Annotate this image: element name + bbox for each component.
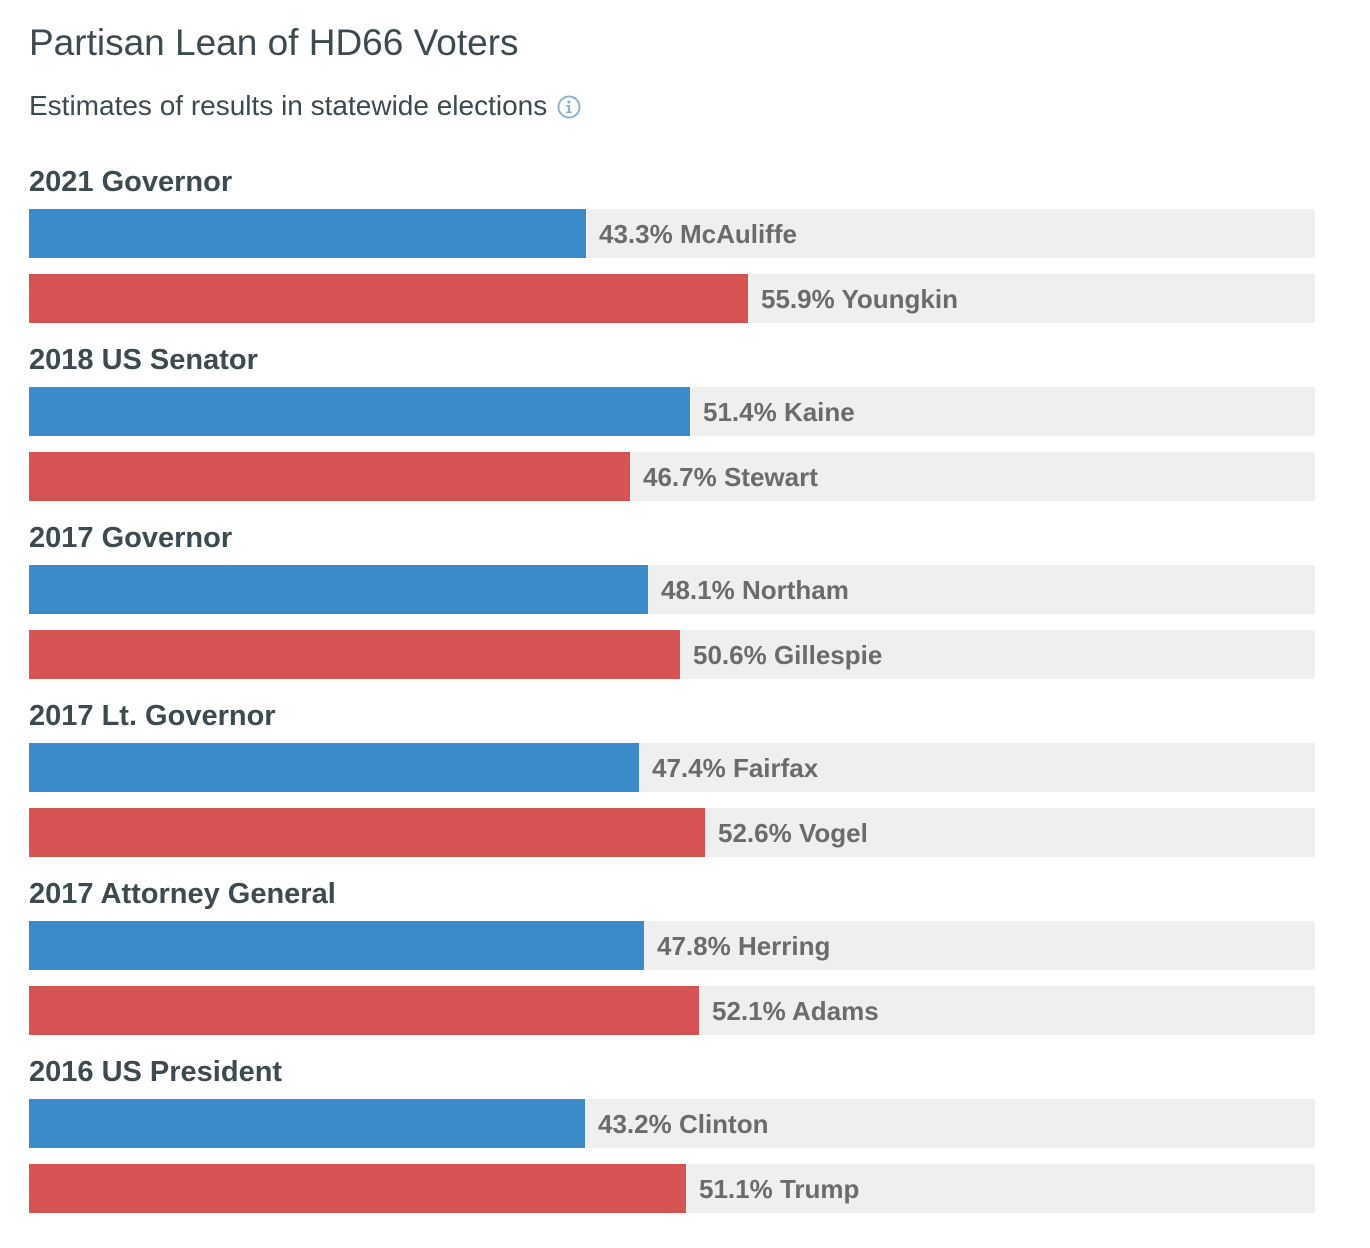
bar-track: 51.4% Kaine (29, 387, 1315, 436)
bar-value-label: 43.3% McAuliffe (599, 219, 797, 249)
bar-track: 50.6% Gillespie (29, 630, 1315, 679)
rep-bar (29, 986, 699, 1035)
bar-track: 52.1% Adams (29, 986, 1315, 1035)
bar-track: 47.8% Herring (29, 921, 1315, 970)
race-title: 2017 Lt. Governor (29, 700, 276, 732)
dem-bar (29, 921, 644, 970)
info-circle-icon[interactable] (557, 94, 581, 119)
rep-bar (29, 630, 680, 679)
dem-bar (29, 743, 639, 792)
bar-track: 48.1% Northam (29, 565, 1315, 614)
bar-track: 43.2% Clinton (29, 1099, 1315, 1148)
race-title: 2017 Attorney General (29, 878, 336, 910)
dem-bar (29, 387, 690, 436)
rep-bar (29, 808, 705, 857)
bar-value-label: 51.1% Trump (699, 1174, 860, 1204)
bar-track: 43.3% McAuliffe (29, 209, 1315, 258)
info-circle-icon-graphic (557, 95, 581, 119)
rep-bar (29, 1164, 686, 1213)
rep-bar (29, 452, 630, 501)
bar-track: 47.4% Fairfax (29, 743, 1315, 792)
chart-title: Partisan Lean of HD66 Voters (29, 22, 519, 63)
race-title: 2018 US Senator (29, 344, 258, 376)
bar-track: 52.6% Vogel (29, 808, 1315, 857)
bar-value-label: 50.6% Gillespie (693, 640, 883, 670)
bar-track: 55.9% Youngkin (29, 274, 1315, 323)
bar-value-label: 52.1% Adams (712, 996, 879, 1026)
bar-value-label: 51.4% Kaine (703, 397, 855, 427)
race-title: 2016 US President (29, 1056, 283, 1088)
rep-bar (29, 274, 748, 323)
bar-value-label: 55.9% Youngkin (761, 284, 958, 314)
chart-subtitle: Estimates of results in statewide electi… (29, 90, 581, 122)
race-title: 2017 Governor (29, 522, 233, 554)
bar-value-label: 52.6% Vogel (718, 818, 868, 848)
bar-track: 51.1% Trump (29, 1164, 1315, 1213)
dem-bar (29, 1099, 585, 1148)
bar-value-label: 48.1% Northam (661, 575, 849, 605)
bar-track: 46.7% Stewart (29, 452, 1315, 501)
bar-value-label: 43.2% Clinton (598, 1109, 769, 1139)
subtitle-text: Estimates of results in statewide electi… (29, 90, 548, 121)
bar-value-label: 47.8% Herring (657, 931, 831, 961)
bar-value-label: 47.4% Fairfax (652, 753, 819, 783)
bar-value-label: 46.7% Stewart (643, 462, 818, 492)
dem-bar (29, 209, 586, 258)
dem-bar (29, 565, 648, 614)
race-title: 2021 Governor (29, 166, 233, 198)
